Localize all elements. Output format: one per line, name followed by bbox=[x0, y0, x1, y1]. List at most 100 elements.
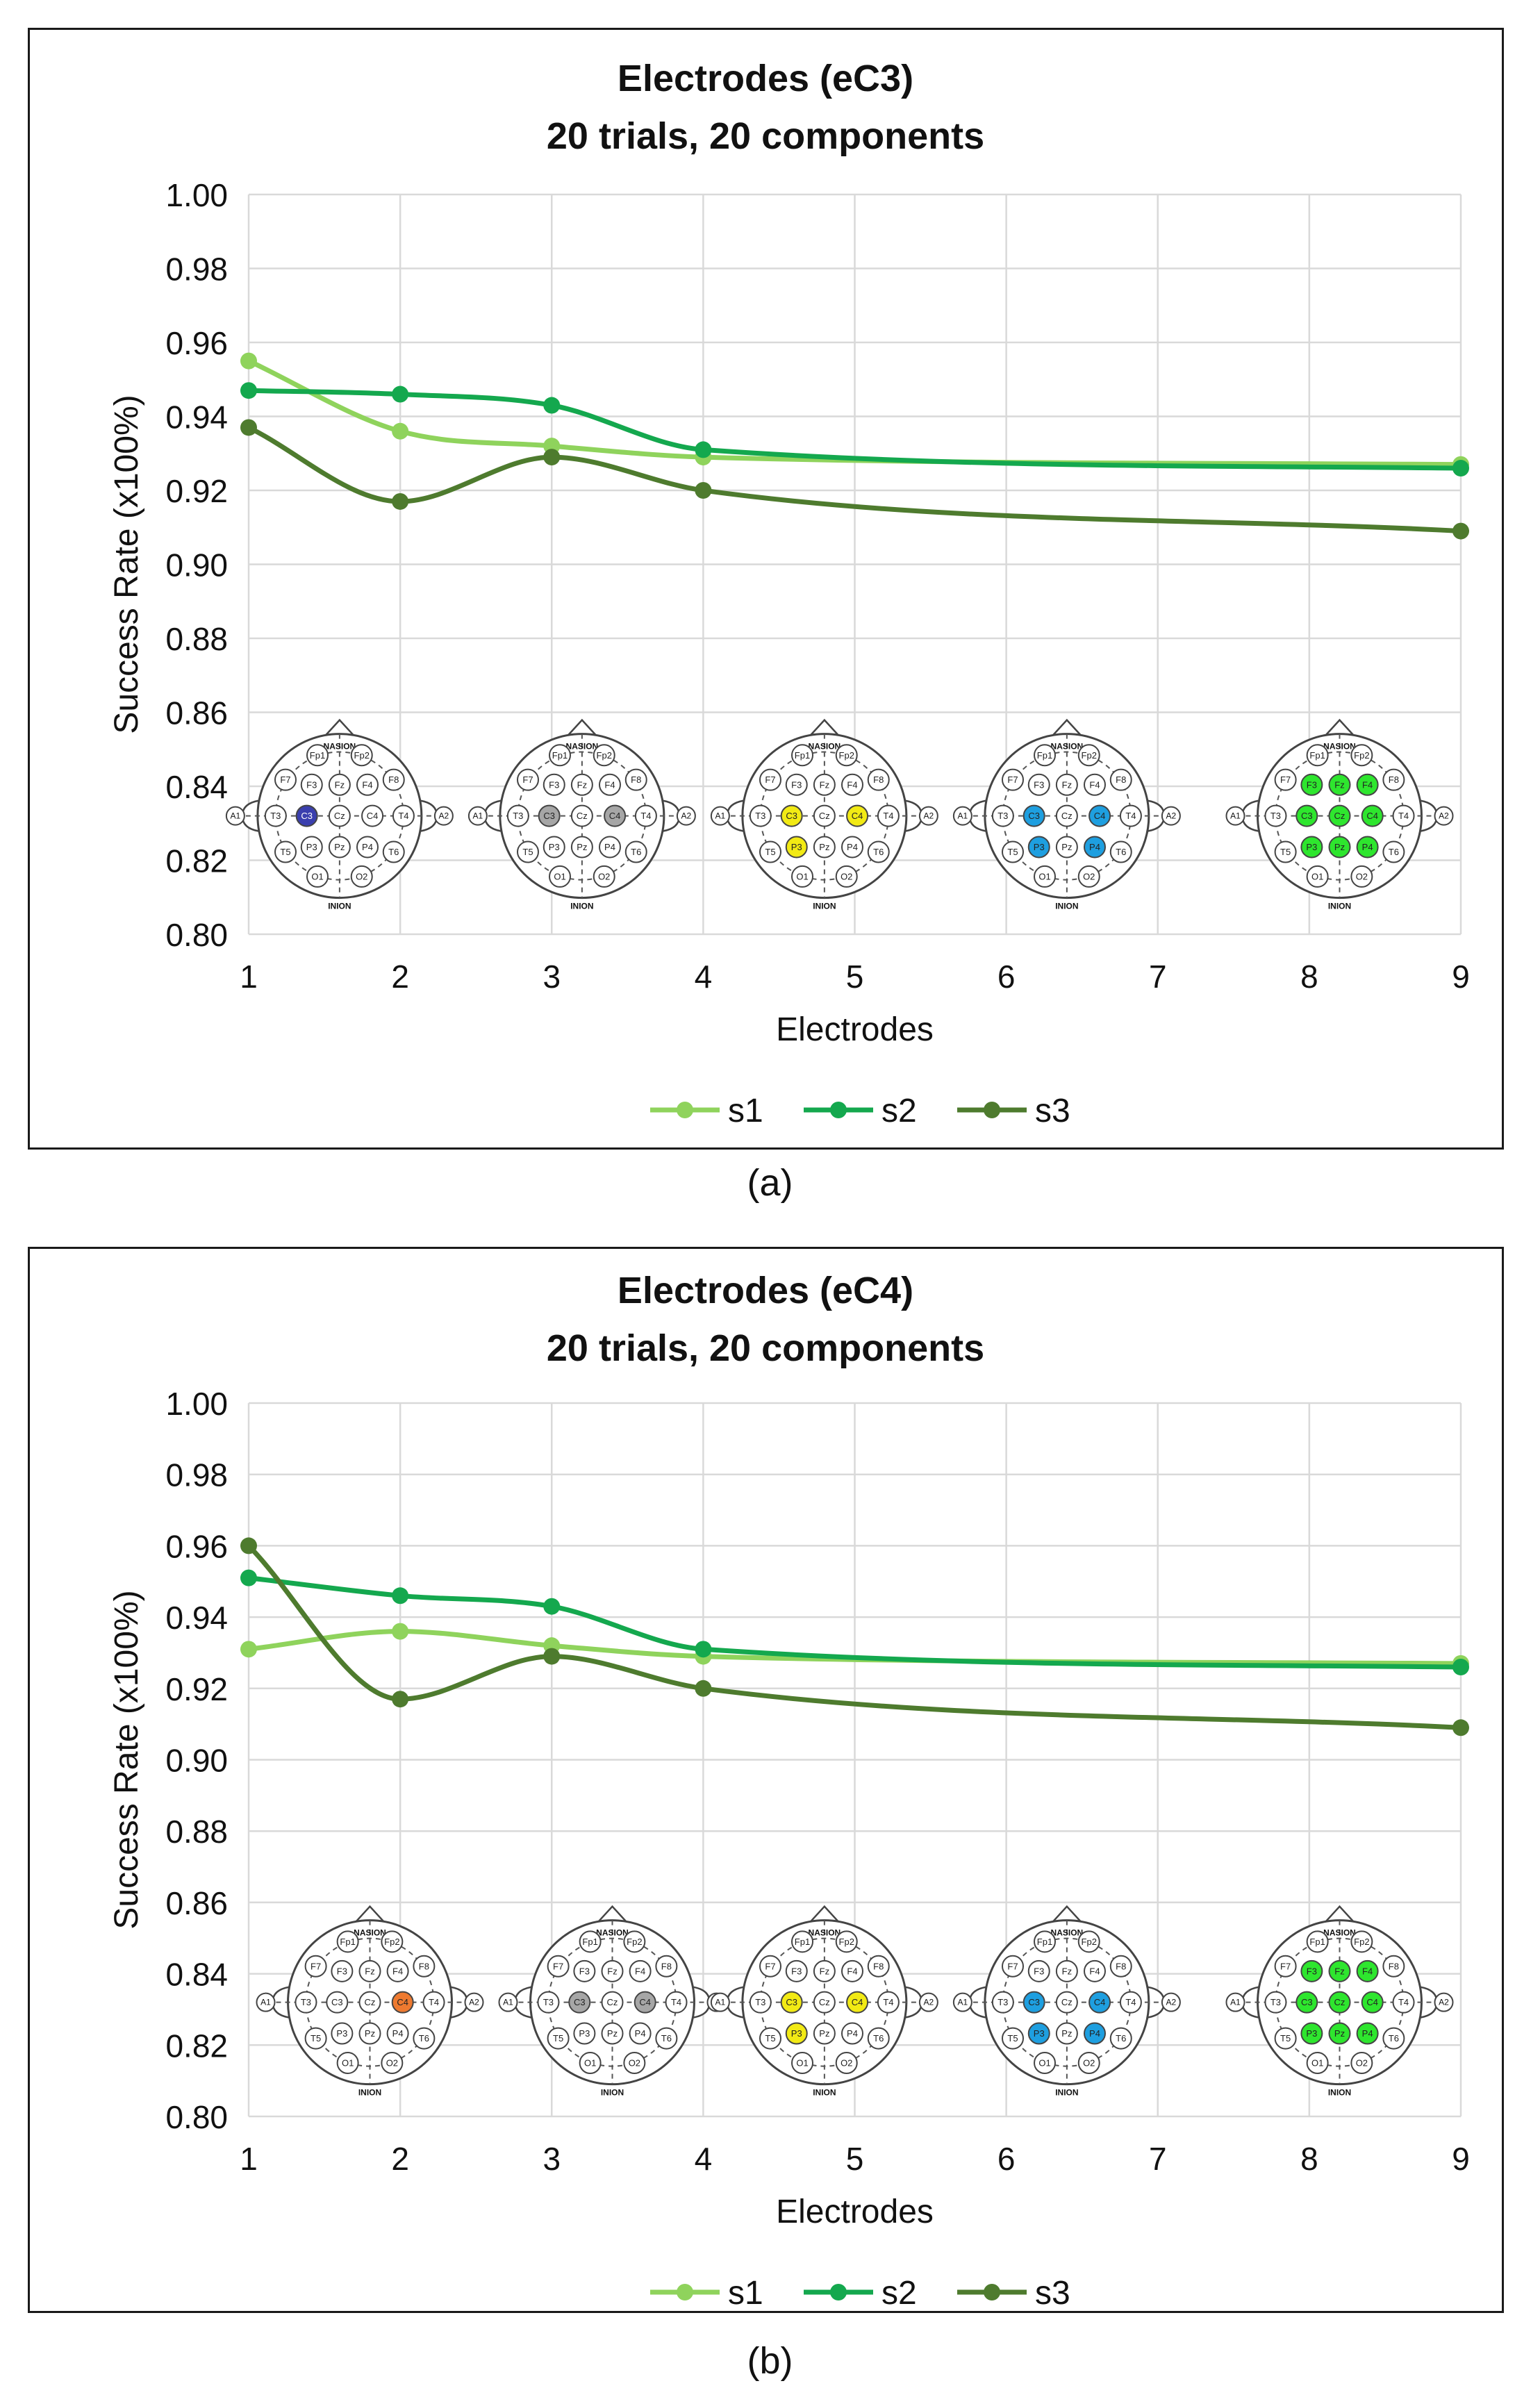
data-point-s2 bbox=[543, 1598, 561, 1615]
electrode-P4 bbox=[629, 2022, 652, 2045]
nose-icon bbox=[1050, 718, 1083, 738]
electrode-Fp2 bbox=[1077, 744, 1100, 767]
electrode-label-P3: P3 bbox=[791, 2028, 802, 2039]
head-diagram-1: NASION INION A1 A2 Fp1 Fp2 F7 F3 Fz F4 F8 T3 C3 Cz C4 T… bbox=[256, 1905, 484, 2098]
nasion-label: NASION bbox=[809, 742, 841, 752]
x-tick-label: 1 bbox=[240, 959, 258, 995]
head-diagram-2: NASIONINIONA1A2Fp1Fp2F7F3FzF4F8T3C3CzC4T… bbox=[498, 1905, 727, 2098]
electrode-label-Fp1: Fp1 bbox=[1309, 750, 1325, 761]
electrode-label-O1: O1 bbox=[1038, 871, 1050, 881]
electrode-Fp1 bbox=[791, 1930, 814, 1953]
electrode-A2 bbox=[1161, 1992, 1181, 2012]
data-point-s2 bbox=[240, 1569, 257, 1586]
electrode-label-T6: T6 bbox=[1116, 847, 1126, 857]
data-point-s1 bbox=[392, 1623, 409, 1640]
electrode-label-F8: F8 bbox=[873, 774, 884, 785]
electrode-F4 bbox=[629, 1959, 652, 1982]
electrode-F4 bbox=[841, 773, 863, 796]
electrode-label-Fp1: Fp1 bbox=[552, 750, 568, 761]
electrode-label-T5: T5 bbox=[522, 847, 533, 857]
nasion-label: NASION bbox=[596, 1928, 629, 1938]
electrode-P4 bbox=[1356, 836, 1379, 859]
legend-item-s1: s1 bbox=[650, 2275, 763, 2311]
electrode-F8 bbox=[624, 768, 647, 791]
head-diagram-5: NASION INION A1 A2 Fp1 Fp2 F7 F3 Fz F4 F8 T3 C3 Cz C4 T… bbox=[1225, 1905, 1454, 2098]
legend-label-s1: s1 bbox=[728, 2275, 763, 2311]
electrode-label-P3: P3 bbox=[549, 842, 560, 852]
electrode-label-O2: O2 bbox=[356, 871, 367, 881]
electrode-label-T5: T5 bbox=[1007, 2033, 1018, 2044]
electrode-label-P4: P4 bbox=[847, 842, 858, 852]
electrode-label-Fp1: Fp1 bbox=[1037, 750, 1052, 761]
electrode-label-F4: F4 bbox=[847, 779, 857, 790]
electrode-F3 bbox=[1300, 1959, 1323, 1982]
electrode-F8 bbox=[867, 1955, 890, 1978]
electrode-label-A2: A2 bbox=[1166, 811, 1177, 821]
electrode-label-O2: O2 bbox=[629, 2058, 640, 2069]
electrode-label-T3: T3 bbox=[543, 1997, 554, 2007]
electrode-F3 bbox=[785, 773, 808, 796]
caption-b: (b) bbox=[747, 2340, 793, 2382]
electrode-O1 bbox=[1306, 865, 1329, 888]
electrode-A2 bbox=[918, 806, 938, 826]
electrode-label-O1: O1 bbox=[554, 871, 565, 881]
x-axis-label: Electrodes bbox=[776, 2194, 934, 2230]
electrode-label-Fz: Fz bbox=[1334, 1966, 1344, 1976]
electrode-Fz bbox=[1328, 773, 1351, 796]
electrode-label-F7: F7 bbox=[1280, 1961, 1291, 1971]
electrode-T3 bbox=[749, 1991, 772, 2014]
electrode-label-T5: T5 bbox=[1007, 847, 1018, 857]
electrode-label-T4: T4 bbox=[671, 1997, 681, 2007]
electrode-label-F3: F3 bbox=[791, 779, 802, 790]
chart-title: Electrodes (eC3) bbox=[618, 58, 913, 99]
y-tick-label: 0.98 bbox=[165, 251, 228, 288]
electrode-label-T6: T6 bbox=[631, 847, 641, 857]
electrode-F3 bbox=[573, 1959, 596, 1982]
electrode-label-Fz: Fz bbox=[335, 779, 345, 790]
electrode-label-O1: O1 bbox=[796, 2058, 808, 2069]
electrode-C4 bbox=[391, 1991, 414, 2014]
electrode-A1 bbox=[1225, 1992, 1245, 2012]
x-tick-label: 5 bbox=[846, 2141, 864, 2177]
electrode-T5 bbox=[1001, 840, 1024, 863]
electrode-Fz bbox=[1055, 1959, 1078, 1982]
inion-label: INION bbox=[1328, 902, 1351, 911]
electrode-Cz bbox=[358, 1991, 381, 2014]
chart-b: NASION INION A1 A2 Fp1 Fp2 F7 F3 Fz F4 F8 T3 C3 Cz C4 T… bbox=[108, 1270, 1470, 2311]
electrode-label-T5: T5 bbox=[765, 847, 775, 857]
electrode-Pz bbox=[813, 836, 836, 859]
electrode-label-O1: O1 bbox=[342, 2058, 354, 2069]
x-tick-label: 6 bbox=[997, 2141, 1016, 2177]
electrode-O1 bbox=[1034, 2052, 1057, 2074]
electrode-label-O1: O1 bbox=[1038, 2058, 1050, 2069]
electrode-F3 bbox=[1027, 1959, 1050, 1982]
data-point-s3 bbox=[240, 1537, 257, 1555]
legend-marker-s1 bbox=[677, 1102, 693, 1118]
y-tick-label: 0.86 bbox=[165, 1885, 228, 1921]
x-tick-label: 3 bbox=[543, 2141, 561, 2177]
electrode-Fp2 bbox=[835, 744, 858, 767]
electrode-label-P4: P4 bbox=[1362, 2028, 1373, 2039]
electrode-T4 bbox=[665, 1991, 688, 2014]
electrode-T6 bbox=[1382, 2027, 1405, 2050]
electrode-label-Pz: Pz bbox=[1061, 2028, 1072, 2039]
electrode-A2 bbox=[433, 806, 454, 826]
y-tick-label: 0.90 bbox=[165, 547, 228, 583]
electrode-P4 bbox=[841, 836, 863, 859]
x-tick-label: 7 bbox=[1149, 2141, 1167, 2177]
electrode-label-P3: P3 bbox=[1306, 842, 1317, 852]
electrode-Fz bbox=[358, 1959, 381, 1982]
electrode-label-P4: P4 bbox=[635, 2028, 646, 2039]
chart-panel-b: NASION INION A1 A2 Fp1 Fp2 F7 F3 Fz F4 F8 T3 C3 Cz C4 T… bbox=[28, 1247, 1504, 2313]
chart-subtitle: 20 trials, 20 components bbox=[547, 1327, 984, 1369]
electrode-T4 bbox=[392, 804, 415, 827]
electrode-label-Cz: Cz bbox=[607, 1997, 618, 2007]
data-point-s1 bbox=[240, 1641, 257, 1658]
electrode-label-Cz: Cz bbox=[577, 811, 588, 821]
electrode-label-Fp1: Fp1 bbox=[582, 1937, 597, 1947]
electrode-label-F4: F4 bbox=[847, 1966, 857, 1976]
electrode-label-A2: A2 bbox=[1439, 811, 1449, 821]
electrode-label-Fz: Fz bbox=[820, 1966, 829, 1976]
electrode-label-C3: C3 bbox=[1301, 811, 1313, 821]
data-point-s2 bbox=[392, 386, 409, 403]
